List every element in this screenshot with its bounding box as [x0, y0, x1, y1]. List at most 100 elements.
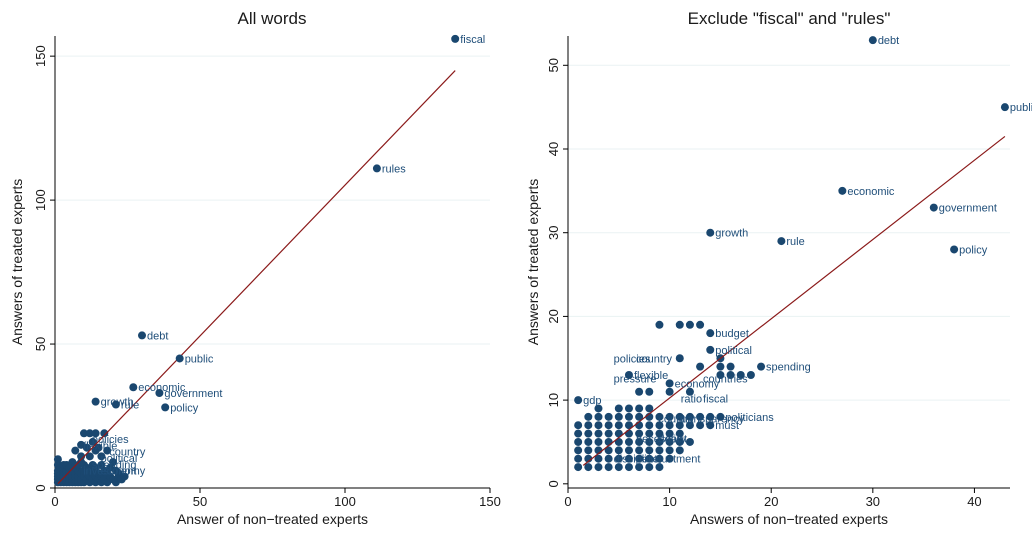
data-point	[614, 412, 623, 421]
data-point	[645, 454, 654, 463]
y-tick-label: 50	[546, 58, 561, 72]
point-label: fiscal	[703, 393, 728, 405]
data-point	[645, 404, 654, 413]
chart-title: Exclude "fiscal" and "rules"	[688, 9, 891, 28]
data-point	[635, 454, 644, 463]
data-point	[635, 412, 644, 421]
data-point	[635, 429, 644, 438]
x-tick-label: 10	[662, 494, 676, 509]
point-label: economy	[101, 466, 146, 478]
point-label: economy	[675, 378, 720, 390]
data-point	[155, 388, 164, 397]
data-point	[665, 387, 674, 396]
data-point	[103, 446, 112, 455]
data-point	[950, 245, 959, 254]
data-point	[604, 454, 613, 463]
data-point	[574, 396, 583, 405]
data-point	[635, 463, 644, 472]
data-point	[685, 320, 694, 329]
point-label: economic	[138, 382, 186, 394]
data-point	[451, 34, 460, 43]
point-label: flexible	[83, 440, 117, 452]
data-point	[594, 404, 603, 413]
data-point	[614, 454, 623, 463]
point-label: countries	[703, 373, 748, 385]
point-label: country	[636, 353, 673, 365]
y-axis-label: Answers of treated experts	[525, 179, 541, 346]
data-point	[726, 371, 735, 379]
point-label: debt	[147, 330, 168, 342]
data-point	[675, 446, 684, 455]
point-label: spending	[92, 459, 137, 471]
data-point	[97, 452, 106, 461]
data-point	[736, 371, 745, 379]
data-point	[614, 404, 623, 413]
data-point	[685, 437, 694, 446]
data-point	[584, 429, 593, 438]
data-point	[85, 429, 94, 438]
x-tick-label: 0	[564, 494, 571, 509]
data-point	[574, 437, 583, 446]
data-point	[868, 36, 877, 45]
data-point	[645, 437, 654, 446]
point-label: ratio	[681, 393, 702, 405]
chart-panel-2: 0 10 20 30 40 0 10 20 30 40 50 Exclude "fiscal" and…	[525, 9, 1032, 527]
point-label: political	[715, 345, 752, 357]
data-point	[120, 472, 129, 481]
x-tick-label: 100	[334, 494, 356, 509]
data-point	[716, 412, 725, 421]
y-tick-label: 150	[33, 45, 48, 67]
data-point	[624, 412, 633, 421]
data-point	[777, 237, 786, 246]
y-tick-label: 10	[546, 393, 561, 407]
data-point	[71, 446, 80, 455]
x-tick-label: 20	[764, 494, 778, 509]
data-point	[635, 387, 644, 396]
fit-line	[582, 135, 1006, 466]
y-axis-label: Answers of treated experts	[9, 179, 25, 346]
point-label: deficit	[658, 434, 687, 446]
data-point	[129, 383, 138, 392]
point-label: must	[715, 420, 739, 432]
data-point	[757, 362, 766, 371]
point-label: rules	[382, 163, 406, 175]
data-point	[838, 186, 847, 195]
data-point	[624, 446, 633, 455]
data-point	[645, 429, 654, 438]
data-point	[665, 421, 674, 430]
data-point	[574, 463, 583, 472]
data-point	[574, 446, 583, 455]
data-point	[584, 463, 593, 472]
point-label: country	[658, 414, 695, 426]
x-tick-label: 0	[51, 494, 58, 509]
data-point	[614, 429, 623, 438]
point-label: spending	[766, 362, 811, 374]
data-point	[645, 387, 654, 396]
data-point	[675, 354, 684, 363]
data-point	[604, 446, 613, 455]
data-point	[635, 437, 644, 446]
y-tick-label: 30	[546, 225, 561, 239]
data-point	[604, 437, 613, 446]
data-point	[91, 397, 100, 406]
data-point	[746, 371, 755, 379]
data-point	[161, 403, 170, 412]
data-point	[624, 463, 633, 472]
point-label: pressure	[614, 373, 657, 385]
chart-title: All words	[238, 9, 307, 28]
data-point	[655, 320, 664, 329]
y-tick-label: 100	[33, 189, 48, 211]
data-point	[655, 463, 664, 472]
point-label: disciplinejustment	[614, 454, 701, 466]
data-point	[696, 412, 705, 421]
data-point	[584, 421, 593, 430]
data-point	[675, 429, 684, 438]
data-point	[716, 362, 725, 371]
data-point	[655, 421, 664, 430]
x-axis-label: Answers of non−treated experts	[690, 511, 888, 527]
data-point	[665, 379, 674, 388]
data-point	[706, 421, 715, 430]
data-point	[685, 387, 694, 396]
data-point	[91, 429, 100, 438]
